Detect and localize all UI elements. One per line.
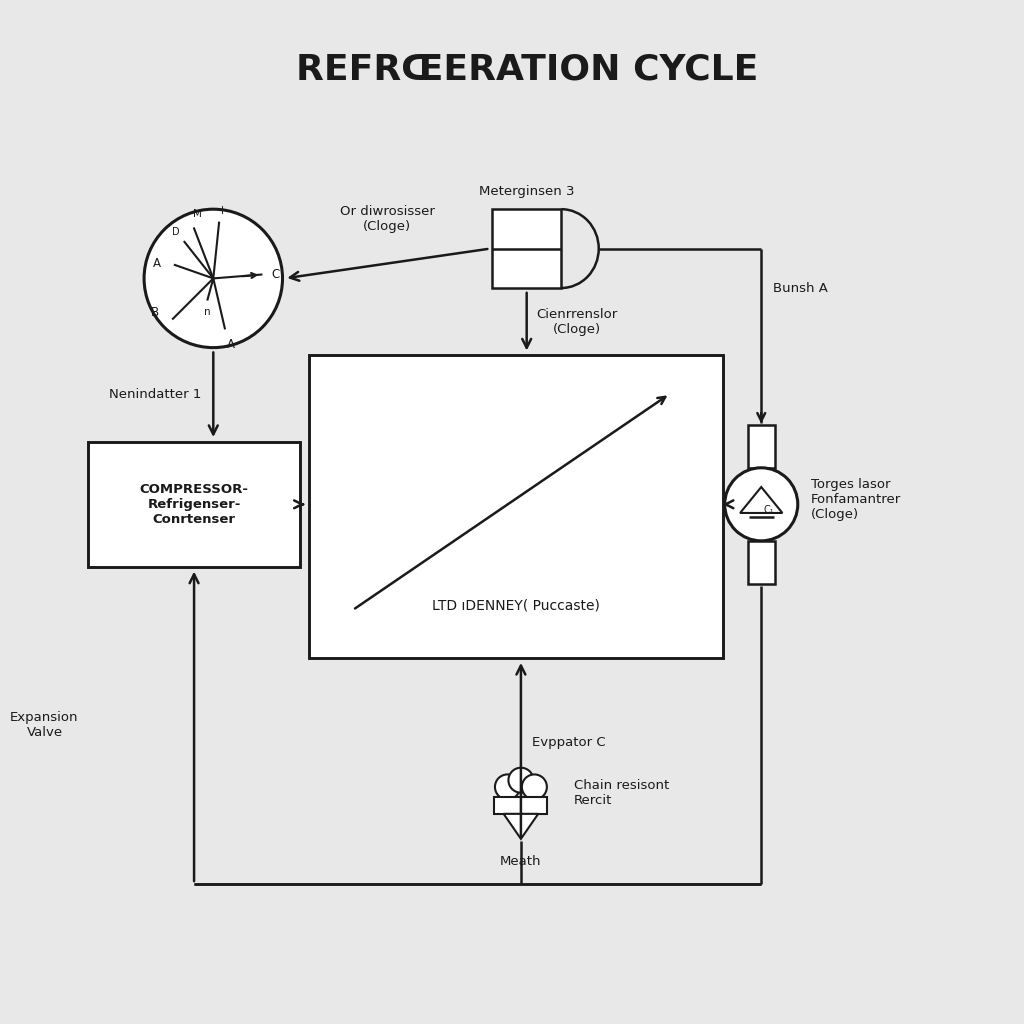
- Text: Evppator C: Evppator C: [532, 735, 606, 749]
- Text: A: A: [226, 338, 234, 351]
- Text: M: M: [194, 209, 203, 219]
- Text: Chain resisont
Rercit: Chain resisont Rercit: [573, 778, 669, 807]
- Text: LTD ıDENNEY( Puccaste): LTD ıDENNEY( Puccaste): [432, 598, 600, 612]
- Text: n: n: [204, 307, 211, 317]
- Circle shape: [495, 774, 520, 800]
- Bar: [748, 425, 775, 468]
- Circle shape: [522, 774, 547, 800]
- Text: Meath: Meath: [500, 855, 542, 868]
- Text: C: C: [271, 268, 280, 281]
- Bar: [309, 355, 723, 658]
- Text: B: B: [152, 305, 160, 318]
- Text: Cienrrenslor
(Cloge): Cienrrenslor (Cloge): [537, 307, 617, 336]
- Text: I: I: [221, 206, 224, 216]
- Circle shape: [509, 768, 534, 793]
- Text: Expansion
Valve: Expansion Valve: [10, 712, 79, 739]
- Text: Torges lasor
Fonfamantrer
(Cloge): Torges lasor Fonfamantrer (Cloge): [811, 478, 901, 521]
- Bar: [748, 541, 775, 584]
- Text: Nenindatter 1: Nenindatter 1: [110, 388, 202, 401]
- Circle shape: [725, 468, 798, 541]
- Bar: [88, 441, 300, 567]
- Text: D: D: [172, 227, 179, 238]
- Text: Meterginsen 3: Meterginsen 3: [479, 184, 574, 198]
- Circle shape: [144, 209, 283, 347]
- Text: Bunsh A: Bunsh A: [773, 283, 827, 295]
- Text: Or diwrosisser
(Cloge): Or diwrosisser (Cloge): [340, 205, 435, 233]
- Bar: [495, 797, 548, 814]
- Polygon shape: [504, 814, 539, 839]
- Bar: [493, 209, 561, 288]
- Text: C₁: C₁: [764, 505, 774, 515]
- Text: REFRŒERATION CYCLE: REFRŒERATION CYCLE: [297, 53, 759, 87]
- Text: A: A: [153, 257, 161, 269]
- Text: COMPRESSOR-
Refrigenser-
Conrtenser: COMPRESSOR- Refrigenser- Conrtenser: [139, 482, 249, 525]
